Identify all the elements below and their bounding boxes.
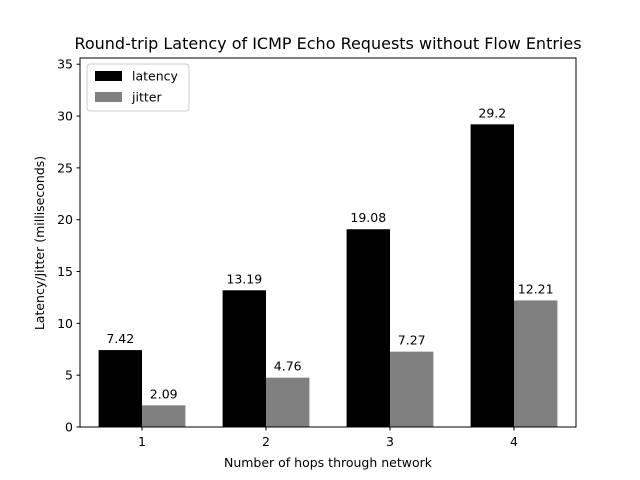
bar-jitter-1 bbox=[142, 405, 186, 427]
x-axis-label: Number of hops through network bbox=[224, 455, 433, 470]
data-label-latency-1: 7.42 bbox=[106, 331, 134, 346]
data-label-jitter-2: 4.76 bbox=[274, 359, 302, 374]
bar-latency-1 bbox=[98, 350, 142, 427]
y-tick-label: 35 bbox=[57, 57, 73, 72]
x-tick-label: 3 bbox=[386, 434, 394, 449]
bar-latency-3 bbox=[346, 229, 390, 427]
data-label-jitter-1: 2.09 bbox=[150, 386, 178, 401]
legend-swatch-latency bbox=[95, 71, 122, 81]
y-tick-label: 30 bbox=[57, 109, 73, 124]
bar-latency-4 bbox=[470, 124, 514, 427]
bars-group bbox=[98, 124, 558, 427]
legend-label-latency: latency bbox=[132, 69, 179, 84]
bar-jitter-3 bbox=[390, 351, 434, 427]
data-label-jitter-3: 7.27 bbox=[398, 333, 426, 348]
legend-swatch-jitter bbox=[95, 92, 122, 102]
legend: latency jitter bbox=[86, 63, 190, 112]
data-label-latency-3: 19.08 bbox=[350, 210, 386, 225]
y-axis: 0 5 10 15 20 25 30 35 bbox=[57, 57, 80, 435]
data-label-latency-4: 29.2 bbox=[478, 105, 506, 120]
data-label-latency-2: 13.19 bbox=[226, 271, 262, 286]
plot-frame bbox=[79, 57, 577, 428]
bar-latency-2 bbox=[222, 290, 266, 427]
y-tick-label: 0 bbox=[65, 420, 73, 435]
x-tick-label: 4 bbox=[510, 434, 518, 449]
y-tick-label: 10 bbox=[57, 316, 73, 331]
chart-title: Round-trip Latency of ICMP Echo Requests… bbox=[74, 34, 581, 53]
y-tick-label: 15 bbox=[57, 264, 73, 279]
bar-jitter-2 bbox=[266, 377, 310, 427]
x-tick-label: 2 bbox=[262, 434, 270, 449]
y-tick-label: 25 bbox=[57, 160, 73, 175]
x-axis: 1 2 3 4 bbox=[138, 427, 518, 449]
bar-jitter-4 bbox=[514, 300, 558, 427]
data-label-jitter-4: 12.21 bbox=[518, 281, 554, 296]
y-tick-label: 20 bbox=[57, 212, 73, 227]
y-axis-label: Latency/Jitter (milliseconds) bbox=[32, 156, 47, 330]
data-labels-group: 7.42 13.19 19.08 29.2 2.09 4.76 7.27 12.21 bbox=[106, 105, 553, 401]
x-tick-label: 1 bbox=[138, 434, 146, 449]
y-tick-label: 5 bbox=[65, 368, 73, 383]
legend-label-jitter: jitter bbox=[131, 90, 162, 105]
